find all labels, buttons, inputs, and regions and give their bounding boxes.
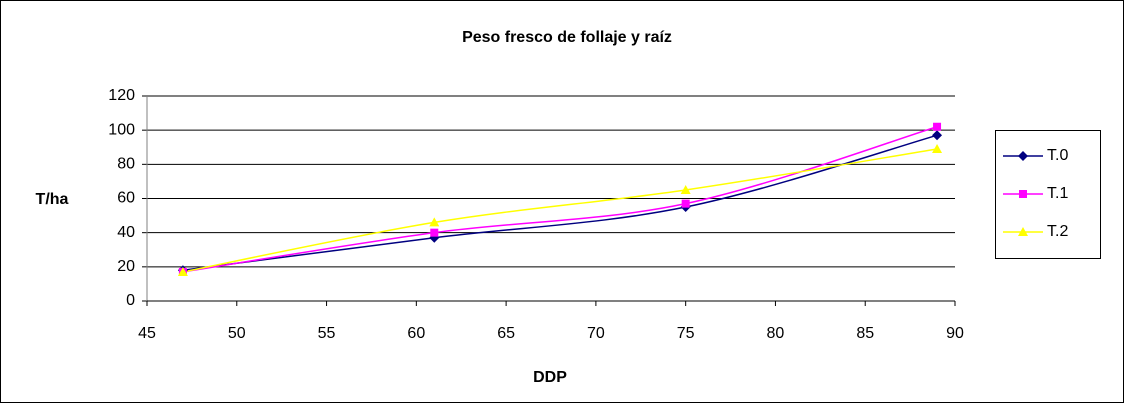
- legend-marker: [1018, 151, 1028, 161]
- y-axis-label: T/ha: [36, 191, 69, 208]
- x-tick-label: 60: [407, 325, 425, 342]
- legend-marker: [1019, 190, 1027, 198]
- marker: [932, 130, 943, 141]
- legend-marker: [1018, 227, 1028, 236]
- x-tick-label: 55: [318, 325, 336, 342]
- x-tick-label: 65: [497, 325, 515, 342]
- x-tick-label: 45: [138, 325, 156, 342]
- x-tick-label: 75: [677, 325, 695, 342]
- marker: [933, 122, 942, 131]
- legend-label: T.2: [1047, 223, 1068, 240]
- marker: [429, 217, 440, 227]
- x-tick-label: 70: [587, 325, 605, 342]
- y-tick-label: 100: [108, 121, 135, 138]
- chart-title: Peso fresco de follaje y raíz: [462, 29, 672, 46]
- x-axis-label: DDP: [533, 369, 567, 386]
- x-tick-label: 80: [767, 325, 785, 342]
- series-line: [182, 134, 938, 271]
- series-line: [182, 126, 938, 273]
- x-tick-label: 50: [228, 325, 246, 342]
- marker: [177, 266, 188, 276]
- x-tick-label: 85: [856, 325, 874, 342]
- marker: [430, 228, 439, 237]
- y-tick-label: 0: [126, 292, 135, 309]
- legend-label: T.1: [1047, 185, 1068, 202]
- legend-label: T.0: [1047, 147, 1068, 164]
- y-tick-label: 80: [117, 156, 135, 173]
- series-line: [182, 148, 938, 273]
- x-tick-label: 90: [946, 325, 964, 342]
- y-tick-label: 60: [117, 190, 135, 207]
- y-tick-label: 120: [108, 87, 135, 104]
- y-tick-label: 40: [117, 224, 135, 241]
- marker: [681, 199, 690, 208]
- y-tick-label: 20: [117, 258, 135, 275]
- marker: [932, 143, 943, 153]
- marker: [680, 184, 691, 194]
